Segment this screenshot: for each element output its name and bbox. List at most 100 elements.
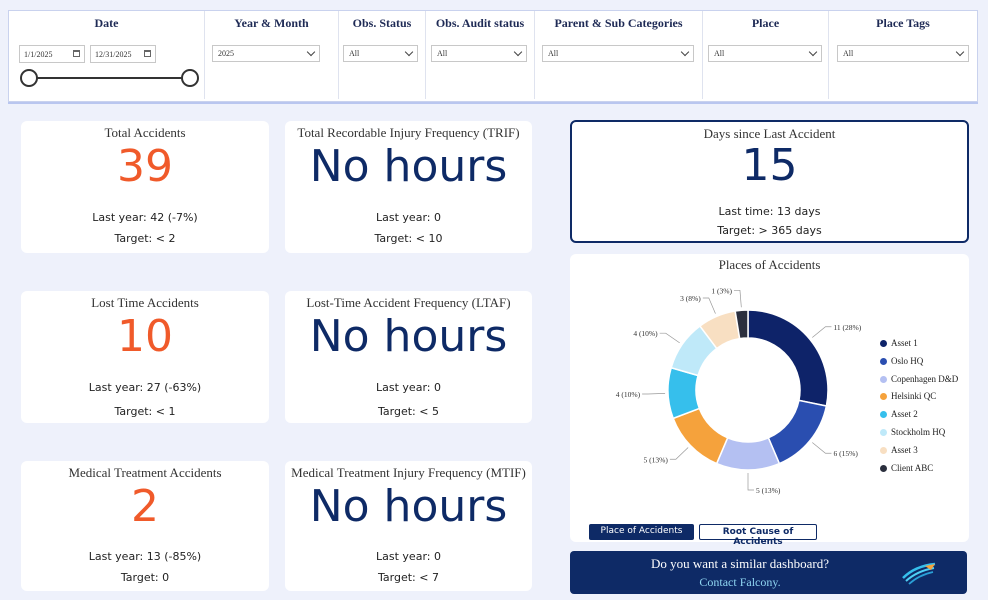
leader-line xyxy=(733,289,742,308)
place-tags-dropdown[interactable]: All xyxy=(837,45,969,62)
categories-title: Parent & Sub Categories xyxy=(554,16,683,30)
place-dropdown[interactable]: All xyxy=(708,45,822,62)
data-label: 1 (3%) xyxy=(711,286,732,295)
legend-item[interactable]: Asset 1 xyxy=(880,338,958,356)
legend-dot-icon xyxy=(880,428,887,436)
year-month-title: Year & Month xyxy=(234,16,309,30)
card-title: Total Accidents xyxy=(104,125,186,140)
target-text: Target: < 10 xyxy=(374,232,443,245)
data-label: 6 (15%) xyxy=(833,449,858,458)
leader-line xyxy=(812,326,832,338)
obs-status-dropdown[interactable]: All xyxy=(343,45,418,62)
date-filter: Date 1/1/2025 12/31/2025 xyxy=(9,11,205,99)
slider-end-handle[interactable] xyxy=(181,69,199,87)
obs-audit-status-value: All xyxy=(437,49,448,58)
place-tags-filter: Place Tags All xyxy=(829,11,977,99)
chevron-down-icon xyxy=(513,47,523,57)
mtif-card: Medical Treatment Injury Frequency (MTIF… xyxy=(285,461,532,591)
contact-link[interactable]: Contact Falcony. xyxy=(699,575,781,589)
chevron-down-icon xyxy=(404,47,414,57)
donut-chart: 11 (28%) 6 (15%) 5 (13%) 5 (13%) 4 (10%) 4 (1… xyxy=(616,286,862,495)
place-filter: Place All xyxy=(703,11,829,99)
last-year-text: Last year: 0 xyxy=(376,381,441,394)
ltaf-card: Lost-Time Accident Frequency (LTAF) No h… xyxy=(285,291,532,423)
legend-label: Asset 3 xyxy=(891,444,918,455)
legend-dot-icon xyxy=(880,340,887,347)
categories-dropdown[interactable]: All xyxy=(542,45,694,62)
kpi-value: 15 xyxy=(741,140,798,191)
target-text: Target: > 365 days xyxy=(717,224,822,237)
donut-slice-asset-2[interactable] xyxy=(667,366,701,420)
tab-root-cause[interactable]: Root Cause of Accidents xyxy=(699,524,817,547)
year-month-value: 2025 xyxy=(218,49,234,58)
start-date-input[interactable]: 1/1/2025 xyxy=(19,45,85,63)
legend-label: Stockholm HQ xyxy=(891,426,946,437)
last-year-text: Last year: 0 xyxy=(376,550,441,563)
last-time-text: Last time: 13 days xyxy=(718,205,821,218)
legend-item[interactable]: Stockholm HQ xyxy=(880,427,958,445)
year-month-dropdown[interactable]: 2025 xyxy=(212,45,320,62)
obs-audit-status-title: Obs. Audit status xyxy=(435,16,525,30)
legend-label: Asset 2 xyxy=(891,409,918,420)
legend-label: Asset 1 xyxy=(891,338,918,348)
legend-dot-icon xyxy=(880,411,887,419)
obs-audit-status-dropdown[interactable]: All xyxy=(431,45,527,62)
target-text: Target: < 5 xyxy=(378,405,439,418)
start-date-value: 1/1/2025 xyxy=(24,50,53,59)
place-value: All xyxy=(714,49,725,58)
place-title: Place xyxy=(751,16,780,30)
falcony-logo-icon xyxy=(902,562,936,585)
legend-dot-icon xyxy=(880,446,887,454)
place-tags-title: Place Tags xyxy=(876,16,930,30)
kpi-value: 39 xyxy=(117,141,173,192)
legend-label: Client ABC xyxy=(891,462,934,473)
legend-item[interactable]: Client ABC xyxy=(880,463,958,481)
data-label: 4 (10%) xyxy=(633,329,658,338)
end-date-value: 12/31/2025 xyxy=(95,50,132,59)
place-tags-value: All xyxy=(843,49,854,58)
donut-slice-oslo-hq[interactable] xyxy=(767,399,828,465)
legend-item[interactable]: Helsinki QC xyxy=(880,391,958,409)
donut-slice-helsinki-qc[interactable] xyxy=(672,407,729,465)
obs-status-value: All xyxy=(349,49,360,58)
lost-time-card: Lost Time Accidents 10 Last year: 27 (-6… xyxy=(21,291,269,423)
card-title: Total Recordable Injury Frequency (TRIF) xyxy=(297,125,520,140)
legend-item[interactable]: Copenhagen D&D xyxy=(880,374,958,392)
chevron-down-icon xyxy=(808,47,818,57)
legend-label: Oslo HQ xyxy=(891,355,924,366)
last-year-text: Last year: 42 (-7%) xyxy=(92,211,198,224)
last-year-text: Last year: 0 xyxy=(376,211,441,224)
card-title: Days since Last Accident xyxy=(703,126,836,141)
last-year-text: Last year: 13 (-85%) xyxy=(88,550,202,563)
chart-title: Places of Accidents xyxy=(718,257,821,272)
chart-legend: Asset 1 Oslo HQ Copenhagen D&D Helsinki QC A… xyxy=(880,338,958,480)
obs-audit-status-filter: Obs. Audit status All xyxy=(426,11,535,99)
legend-item[interactable]: Asset 3 xyxy=(880,445,958,463)
card-title: Lost-Time Accident Frequency (LTAF) xyxy=(306,295,511,310)
chevron-down-icon xyxy=(955,47,965,57)
contact-banner[interactable]: Do you want a similar dashboard? Contact… xyxy=(570,551,967,594)
data-label: 5 (13%) xyxy=(644,455,669,464)
leader-line xyxy=(642,392,666,395)
target-text: Target: < 2 xyxy=(114,232,176,245)
legend-item[interactable]: Oslo HQ xyxy=(880,356,958,374)
legend-item[interactable]: Asset 2 xyxy=(880,409,958,427)
end-date-input[interactable]: 12/31/2025 xyxy=(90,45,156,63)
donut-slice-client-abc[interactable] xyxy=(734,309,749,340)
kpi-value: No hours xyxy=(309,311,508,362)
legend-label: Copenhagen D&D xyxy=(891,373,959,384)
places-chart-card: Places of Accidents 11 (28%) 6 (15%) 5 (13… xyxy=(570,254,969,547)
obs-status-title: Obs. Status xyxy=(352,16,412,30)
tab-place-of-accidents[interactable]: Place of Accidents xyxy=(589,524,694,540)
card-title: Medical Treatment Accidents xyxy=(68,465,222,480)
legend-dot-icon xyxy=(880,464,887,472)
target-text: Target: < 7 xyxy=(378,571,439,584)
categories-filter: Parent & Sub Categories All xyxy=(535,11,703,99)
total-accidents-card: Total Accidents 39 Last year: 42 (-7%) T… xyxy=(21,121,269,253)
chevron-down-icon xyxy=(680,47,690,57)
date-range-slider[interactable] xyxy=(29,77,189,79)
data-label: 5 (13%) xyxy=(756,486,781,495)
slider-start-handle[interactable] xyxy=(20,69,38,87)
chevron-down-icon xyxy=(306,47,316,57)
donut-slice-asset-1[interactable] xyxy=(747,309,829,407)
